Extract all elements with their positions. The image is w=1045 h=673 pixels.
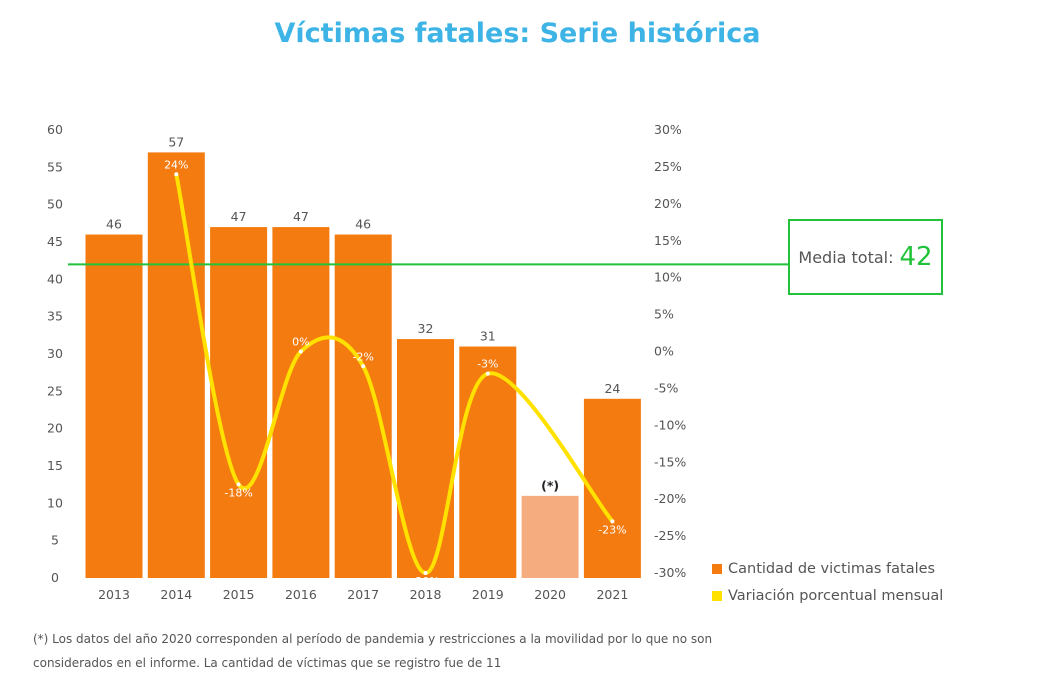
left-axis-tick: 20 [47,421,63,436]
line-data-label: 0% [292,336,309,349]
left-axis-tick: 0 [51,570,59,585]
chart-title: Víctimas fatales: Serie histórica [274,18,761,49]
line-point [610,519,615,524]
x-axis-tick: 2014 [160,587,192,602]
bar-2020 [521,495,579,578]
legend-swatch [712,564,722,574]
legend-item-bars: Cantidad de victimas fatales [712,561,935,577]
right-axis-tick: 30% [654,122,682,137]
bar-data-label: 24 [604,381,620,396]
bar-2014 [147,152,205,578]
reference-line-label: Media total: 42 [788,219,943,295]
right-axis-tick: -15% [654,454,686,469]
x-axis-tick: 2016 [285,587,317,602]
left-axis-tick: 45 [47,234,63,249]
line-point [361,364,366,369]
left-axis-tick: 60 [47,122,63,137]
legend-item-line: Variación porcentual mensual [712,588,943,604]
media-value: 42 [899,242,933,272]
x-axis-tick: 2013 [98,587,130,602]
right-axis-tick: -10% [654,417,686,432]
line-point [236,482,241,487]
line-point [298,349,303,354]
bar-2013 [85,234,143,579]
legend-swatch [712,591,722,601]
right-axis-tick: -5% [654,380,678,395]
left-axis-tick: 25 [47,383,63,398]
legend-label: Variación porcentual mensual [728,588,944,604]
line-data-label: -30% [411,575,439,588]
x-axis-tick: 2015 [223,587,255,602]
bar-data-label: (*) [541,478,559,493]
right-axis-tick: -25% [654,528,686,543]
left-axis-tick: 55 [47,159,63,174]
line-point [485,371,490,376]
footnote-line: considerados en el informe. La cantidad … [33,656,502,670]
left-axis-tick: 35 [47,309,63,324]
left-axis-tick: 40 [47,271,63,286]
bar-2015 [210,227,268,579]
right-axis-tick: 15% [654,233,682,248]
right-axis-tick: 20% [654,196,682,211]
footnote-line: (*) Los datos del año 2020 corresponden … [33,632,713,646]
line-data-label: -18% [224,486,252,499]
bar-2021 [583,398,641,578]
bar-data-label: 47 [231,209,247,224]
footnote: (*) Los datos del año 2020 corresponden … [33,627,793,673]
right-axis-tick: 0% [654,344,674,359]
right-axis-tick: 5% [654,307,674,322]
media-label: Media total: [798,247,894,267]
bar-data-label: 46 [355,217,371,232]
line-data-label: -2% [352,350,373,363]
bar-data-label: 47 [293,209,309,224]
bar-data-label: 57 [168,134,184,149]
bar-data-label: 46 [106,217,122,232]
bar-2017 [334,234,392,579]
line-data-label: -3% [477,358,498,371]
bar-data-label: 32 [418,321,434,336]
left-axis-tick: 30 [47,346,63,361]
right-axis-tick: 10% [654,270,682,285]
right-axis-tick: 25% [654,159,682,174]
bar-2018 [397,339,454,578]
x-axis-tick: 2017 [347,587,379,602]
line-point [423,571,428,575]
x-axis-tick: 2018 [410,587,442,602]
x-axis-tick: 2020 [534,587,566,602]
right-axis-tick: -20% [654,491,686,506]
bar-2019 [459,346,517,578]
legend-label: Cantidad de victimas fatales [728,561,936,577]
left-axis-tick: 5 [51,533,59,548]
left-axis-tick: 10 [47,495,63,510]
line-data-label: -23% [598,523,626,536]
bar-2016 [272,227,330,579]
left-axis-tick: 15 [47,458,63,473]
x-axis-tick: 2021 [596,587,628,602]
left-axis-tick: 50 [47,197,63,212]
line-data-label: 24% [164,158,188,171]
x-axis-tick: 2019 [472,587,504,602]
right-axis-tick: -30% [654,565,686,580]
bar-data-label: 31 [480,329,496,344]
line-point [174,172,179,177]
